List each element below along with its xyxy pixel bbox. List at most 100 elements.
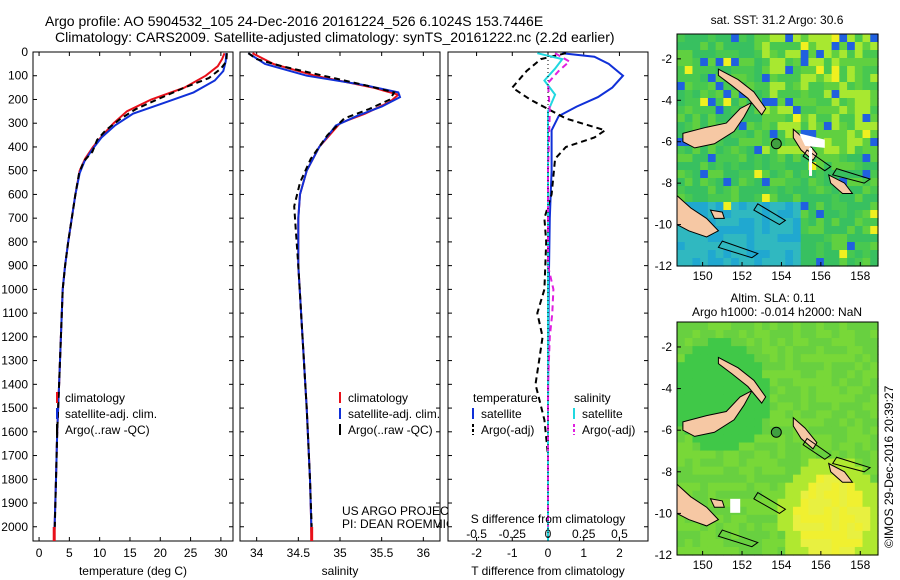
map-field-cell [707,394,717,403]
depth-tick-label: 1300 [1,354,28,368]
map-field-cell [692,178,701,187]
map-field-cell [677,234,686,243]
map-field-cell [746,426,755,436]
map-field-cell [870,146,879,155]
map-field-cell [754,258,763,267]
map-field-cell [816,194,825,203]
map-field-cell [715,50,724,59]
map-field-cell [792,506,802,516]
map-field-cell [723,322,732,331]
map-field-cell [707,202,717,211]
map-field-cell [831,330,840,339]
map-field-cell [792,122,802,131]
map-field-cell [769,98,779,107]
map-field-cell [746,458,755,468]
map-field-cell [839,418,848,428]
map-field-cell [738,498,748,508]
temperature-xtick-label: 15 [123,546,137,560]
map-field-cell [808,210,817,219]
map-field-cell [723,458,732,468]
map-field-cell [816,242,825,251]
map-field-cell [684,370,694,379]
map-field-cell [870,74,879,83]
map-field-cell [746,402,755,411]
map-field-cell [731,482,740,492]
map-field-cell [862,418,871,428]
map-field-cell [707,162,717,171]
map-field-cell [723,370,732,379]
map-field-cell [754,250,763,259]
map-field-cell [692,50,701,59]
map-field-cell [839,250,848,259]
sst_map-xtick-label: 150 [693,269,713,283]
map-field-cell [854,522,864,532]
map-field-cell [754,226,763,235]
map-field-cell [754,402,763,411]
map-field-cell [831,346,840,355]
map-field-cell [800,514,810,524]
map-field-cell [738,226,748,235]
map-field-cell [862,394,871,403]
map-field-cell [808,106,817,115]
map-field-cell [746,514,755,524]
map-field-cell [754,546,763,556]
map-field-cell [847,42,856,51]
map-field-cell [684,106,694,115]
map-field-cell [762,202,771,211]
temperature-xtick-label: 5 [66,546,73,560]
map-field-cell [854,498,864,508]
map-field-cell [754,418,763,428]
map-field-cell [754,482,763,492]
depth-tick-label: 1400 [1,377,28,391]
map-field-cell [847,170,856,179]
depth-tick-label: 1000 [1,282,28,296]
map-field-cell [816,74,825,83]
map-field-cell [754,474,763,484]
map-field-cell [816,82,825,91]
map-field-cell [777,522,786,532]
map-field-cell [684,442,694,452]
map-field-cell [785,546,794,556]
map-field-cell [831,506,840,516]
map-field-cell [769,386,779,395]
map-field-cell [731,378,740,387]
map-field-cell [808,370,817,379]
map-field-cell [777,442,786,452]
map-field-cell [854,234,864,243]
map-field-cell [692,82,701,91]
map-field-cell [754,338,763,347]
map-field-cell [854,402,864,411]
map-field-cell [792,530,802,540]
map-field-cell [785,530,794,540]
map-field-cell [754,146,763,155]
map-field-cell [862,50,871,59]
map-field-cell [707,194,717,203]
map-field-cell [707,530,717,540]
map-field-cell [762,50,771,59]
map-field-cell [800,218,810,227]
map-field-cell [854,362,864,371]
map-field-cell [870,226,879,235]
salinity-xtick-label: 35 [333,546,347,560]
map-field-cell [816,346,825,355]
map-field-cell [754,210,763,219]
map-field-cell [723,146,732,155]
map-field-cell [800,154,810,163]
map-field-cell [715,146,724,155]
map-field-cell [746,466,755,476]
map-field-cell [839,426,848,436]
map-field-cell [847,114,856,123]
map-field-cell [715,194,724,203]
map-field-cell [870,370,879,379]
map-field-cell [746,450,755,460]
map-field-cell [808,162,817,171]
map-field-cell [785,90,794,99]
map-field-cell [684,458,694,468]
map-field-cell [808,82,817,91]
map-field-cell [839,522,848,532]
map-field-cell [816,178,825,187]
map-field-cell [684,162,694,171]
map-field-cell [816,474,825,484]
map-field-cell [692,458,701,468]
map-field-cell [847,482,856,492]
